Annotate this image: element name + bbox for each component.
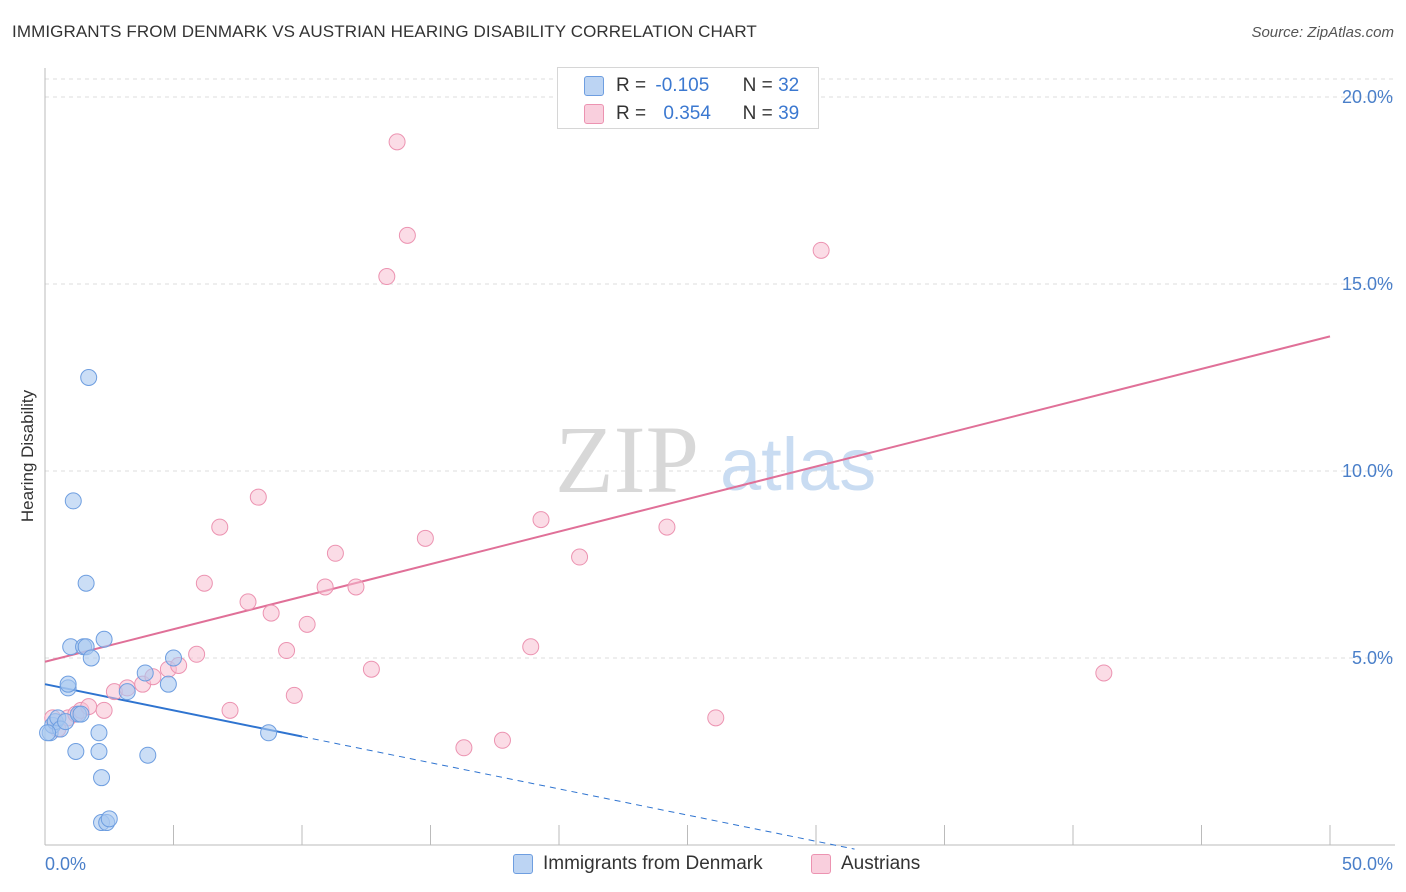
- trend-line-denmark-extrapolated: [301, 736, 855, 850]
- denmark-point: [100, 810, 118, 828]
- austrians-point: [326, 544, 344, 562]
- austrians-point: [707, 709, 725, 727]
- denmark-point: [72, 705, 90, 723]
- gridlines: [45, 78, 1395, 659]
- r-label: R =: [616, 103, 647, 124]
- denmark-point: [136, 664, 154, 682]
- denmark-point: [90, 743, 108, 760]
- y-tick-label: 10.0%: [1342, 461, 1393, 481]
- trend-line-austrians: [44, 335, 1331, 663]
- x-tick-label: 0.0%: [45, 854, 86, 874]
- axes: [44, 68, 1395, 846]
- austrians-point: [298, 615, 316, 633]
- denmark-point: [39, 724, 57, 742]
- watermark: ZIP atlas: [555, 406, 876, 513]
- x-tick-label: 50.0%: [1342, 854, 1393, 874]
- austrians-point: [262, 604, 280, 622]
- denmark-point: [59, 675, 77, 693]
- austrians-point: [249, 488, 267, 506]
- correlation-legend: R = -0.105 N = 32 R = 0.354 N = 39: [557, 67, 819, 129]
- austrians-point: [221, 701, 239, 719]
- legend-label-austrians: Austrians: [841, 853, 921, 874]
- series-legend: Immigrants from Denmark Austrians: [0, 851, 1406, 877]
- austrians-point: [658, 518, 676, 536]
- denmark-point: [139, 746, 157, 764]
- r-value: 0.354: [663, 103, 711, 124]
- austrians-point: [1095, 664, 1113, 682]
- chart-title: IMMIGRANTS FROM DENMARK VS AUSTRIAN HEAR…: [12, 22, 757, 41]
- y-tick-label: 5.0%: [1352, 648, 1393, 668]
- source-label: Source: ZipAtlas.com: [1251, 24, 1394, 41]
- watermark-zip: ZIP: [555, 406, 699, 513]
- n-label: N =: [742, 103, 773, 124]
- legend-item-denmark[interactable]: Immigrants from Denmark: [513, 851, 763, 877]
- denmark-point: [165, 649, 182, 667]
- austrians-point: [398, 226, 416, 244]
- r-label: R =: [616, 75, 647, 96]
- austrians-point: [316, 578, 334, 596]
- legend-label-denmark: Immigrants from Denmark: [543, 853, 763, 874]
- denmark-point: [64, 492, 82, 510]
- austrians-point: [378, 268, 396, 286]
- y-tick-label: 20.0%: [1342, 87, 1393, 107]
- denmark-point: [57, 713, 75, 731]
- austrians-point: [95, 701, 113, 719]
- trend-lines: [44, 335, 1331, 850]
- austrians-point: [493, 731, 511, 749]
- austrians-point: [362, 660, 380, 678]
- legend-swatch-blue: [584, 76, 604, 96]
- legend-item-austrians[interactable]: Austrians: [811, 851, 920, 877]
- n-value: 39: [778, 103, 800, 124]
- y-tick-label: 15.0%: [1342, 274, 1393, 294]
- denmark-point: [90, 724, 108, 742]
- trend-line-denmark: [44, 683, 303, 738]
- denmark-point: [159, 675, 177, 693]
- denmark-point: [93, 769, 111, 787]
- austrians-point: [571, 548, 589, 566]
- denmark-points: [39, 369, 278, 832]
- austrians-point: [285, 686, 303, 704]
- austrians-point: [388, 133, 406, 151]
- austrians-point: [532, 511, 550, 529]
- austrians-point: [812, 241, 830, 259]
- legend-swatch-blue: [513, 854, 533, 874]
- austrians-point: [416, 529, 434, 547]
- watermark-atlas: atlas: [720, 423, 876, 506]
- denmark-point: [82, 649, 100, 667]
- tick-labels: 5.0% 10.0% 15.0% 20.0% 0.0% 50.0%: [45, 87, 1393, 874]
- austrians-point: [239, 593, 257, 611]
- austrians-point: [195, 574, 213, 592]
- r-value: -0.105: [655, 75, 710, 96]
- n-value: 32: [778, 75, 800, 96]
- austrians-point: [211, 518, 229, 536]
- austrians-point: [278, 642, 296, 660]
- legend-swatch-pink: [584, 104, 604, 124]
- denmark-point: [67, 743, 85, 760]
- denmark-point: [95, 630, 113, 648]
- denmark-point: [260, 724, 278, 742]
- austrians-point: [455, 739, 473, 757]
- austrians-point: [347, 578, 365, 596]
- denmark-point: [118, 683, 136, 701]
- legend-row-austrians: R = 0.354 N = 39: [558, 102, 818, 126]
- legend-row-denmark: R = -0.105 N = 32: [558, 74, 818, 98]
- n-label: N =: [742, 75, 773, 96]
- denmark-point: [77, 574, 95, 592]
- austrians-point: [522, 638, 540, 656]
- denmark-point: [80, 369, 98, 386]
- austrians-point: [188, 645, 206, 663]
- legend-swatch-pink: [811, 854, 831, 874]
